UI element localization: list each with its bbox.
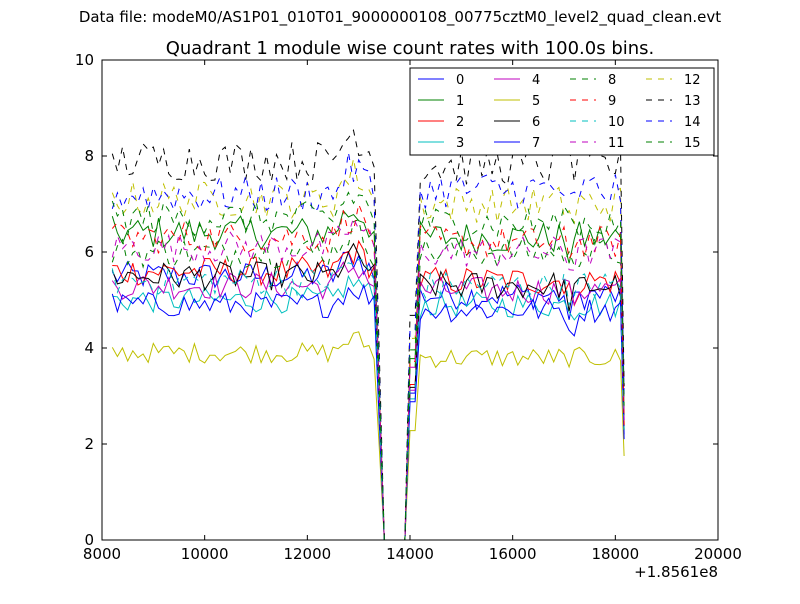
series-line-12 — [111, 158, 625, 541]
series-line-2 — [112, 239, 625, 541]
chart-title: Quadrant 1 module wise count rates with … — [166, 38, 655, 59]
legend-box — [409, 67, 715, 156]
series-line-1 — [111, 209, 625, 541]
legend-label: 0 — [456, 73, 464, 88]
y-tick-label: 2 — [84, 435, 94, 453]
legend-label: 5 — [532, 94, 540, 109]
series-line-9 — [111, 202, 625, 541]
legend-label: 14 — [684, 115, 701, 130]
x-tick-label: 10000 — [181, 545, 229, 563]
legend-label: 6 — [532, 115, 540, 130]
series-line-7 — [111, 283, 625, 541]
legend-label: 1 — [456, 94, 464, 109]
legend-label: 8 — [608, 73, 616, 88]
y-tick-label: 0 — [84, 531, 94, 549]
series-line-0 — [111, 251, 625, 541]
series-line-10 — [111, 258, 625, 541]
x-tick-label: 12000 — [283, 545, 331, 563]
x-tick-label: 16000 — [489, 545, 537, 563]
legend-label: 3 — [456, 136, 464, 151]
legend-label: 11 — [608, 136, 625, 151]
tick-layer: 8000 10000 12000 14000 16000 18000 20000 0 2 4 6 8 1… — [75, 51, 742, 563]
series-line-3 — [112, 274, 625, 541]
x-tick-label: 8000 — [83, 545, 121, 563]
legend-label: 13 — [684, 94, 701, 109]
legend-label: 12 — [684, 73, 701, 88]
y-tick-label: 8 — [84, 147, 94, 165]
series-line-6 — [111, 242, 625, 541]
series-line-4 — [111, 261, 625, 541]
series-line-8 — [111, 218, 625, 541]
y-tick-label: 6 — [84, 243, 94, 261]
legend-label: 7 — [532, 136, 540, 151]
suptitle: Data file: modeM0/AS1P01_010T01_90000001… — [78, 8, 722, 26]
legend-label: 10 — [608, 115, 625, 130]
series-layer — [111, 129, 625, 541]
x-tick-label: 18000 — [591, 545, 639, 563]
legend-label: 2 — [456, 115, 464, 130]
y-tick-label: 10 — [75, 51, 94, 69]
x-tick-label: 14000 — [386, 545, 434, 563]
series-line-13 — [111, 129, 625, 541]
legend-label: 4 — [532, 73, 540, 88]
legend-label: 15 — [684, 136, 701, 151]
x-offset-label: +1.8561e8 — [634, 563, 718, 581]
series-line-5 — [111, 331, 625, 541]
legend-label: 9 — [608, 94, 616, 109]
series-line-15 — [111, 191, 625, 541]
x-tick-label: 20000 — [694, 545, 742, 563]
series-line-14 — [111, 152, 625, 541]
y-tick-label: 4 — [84, 339, 94, 357]
